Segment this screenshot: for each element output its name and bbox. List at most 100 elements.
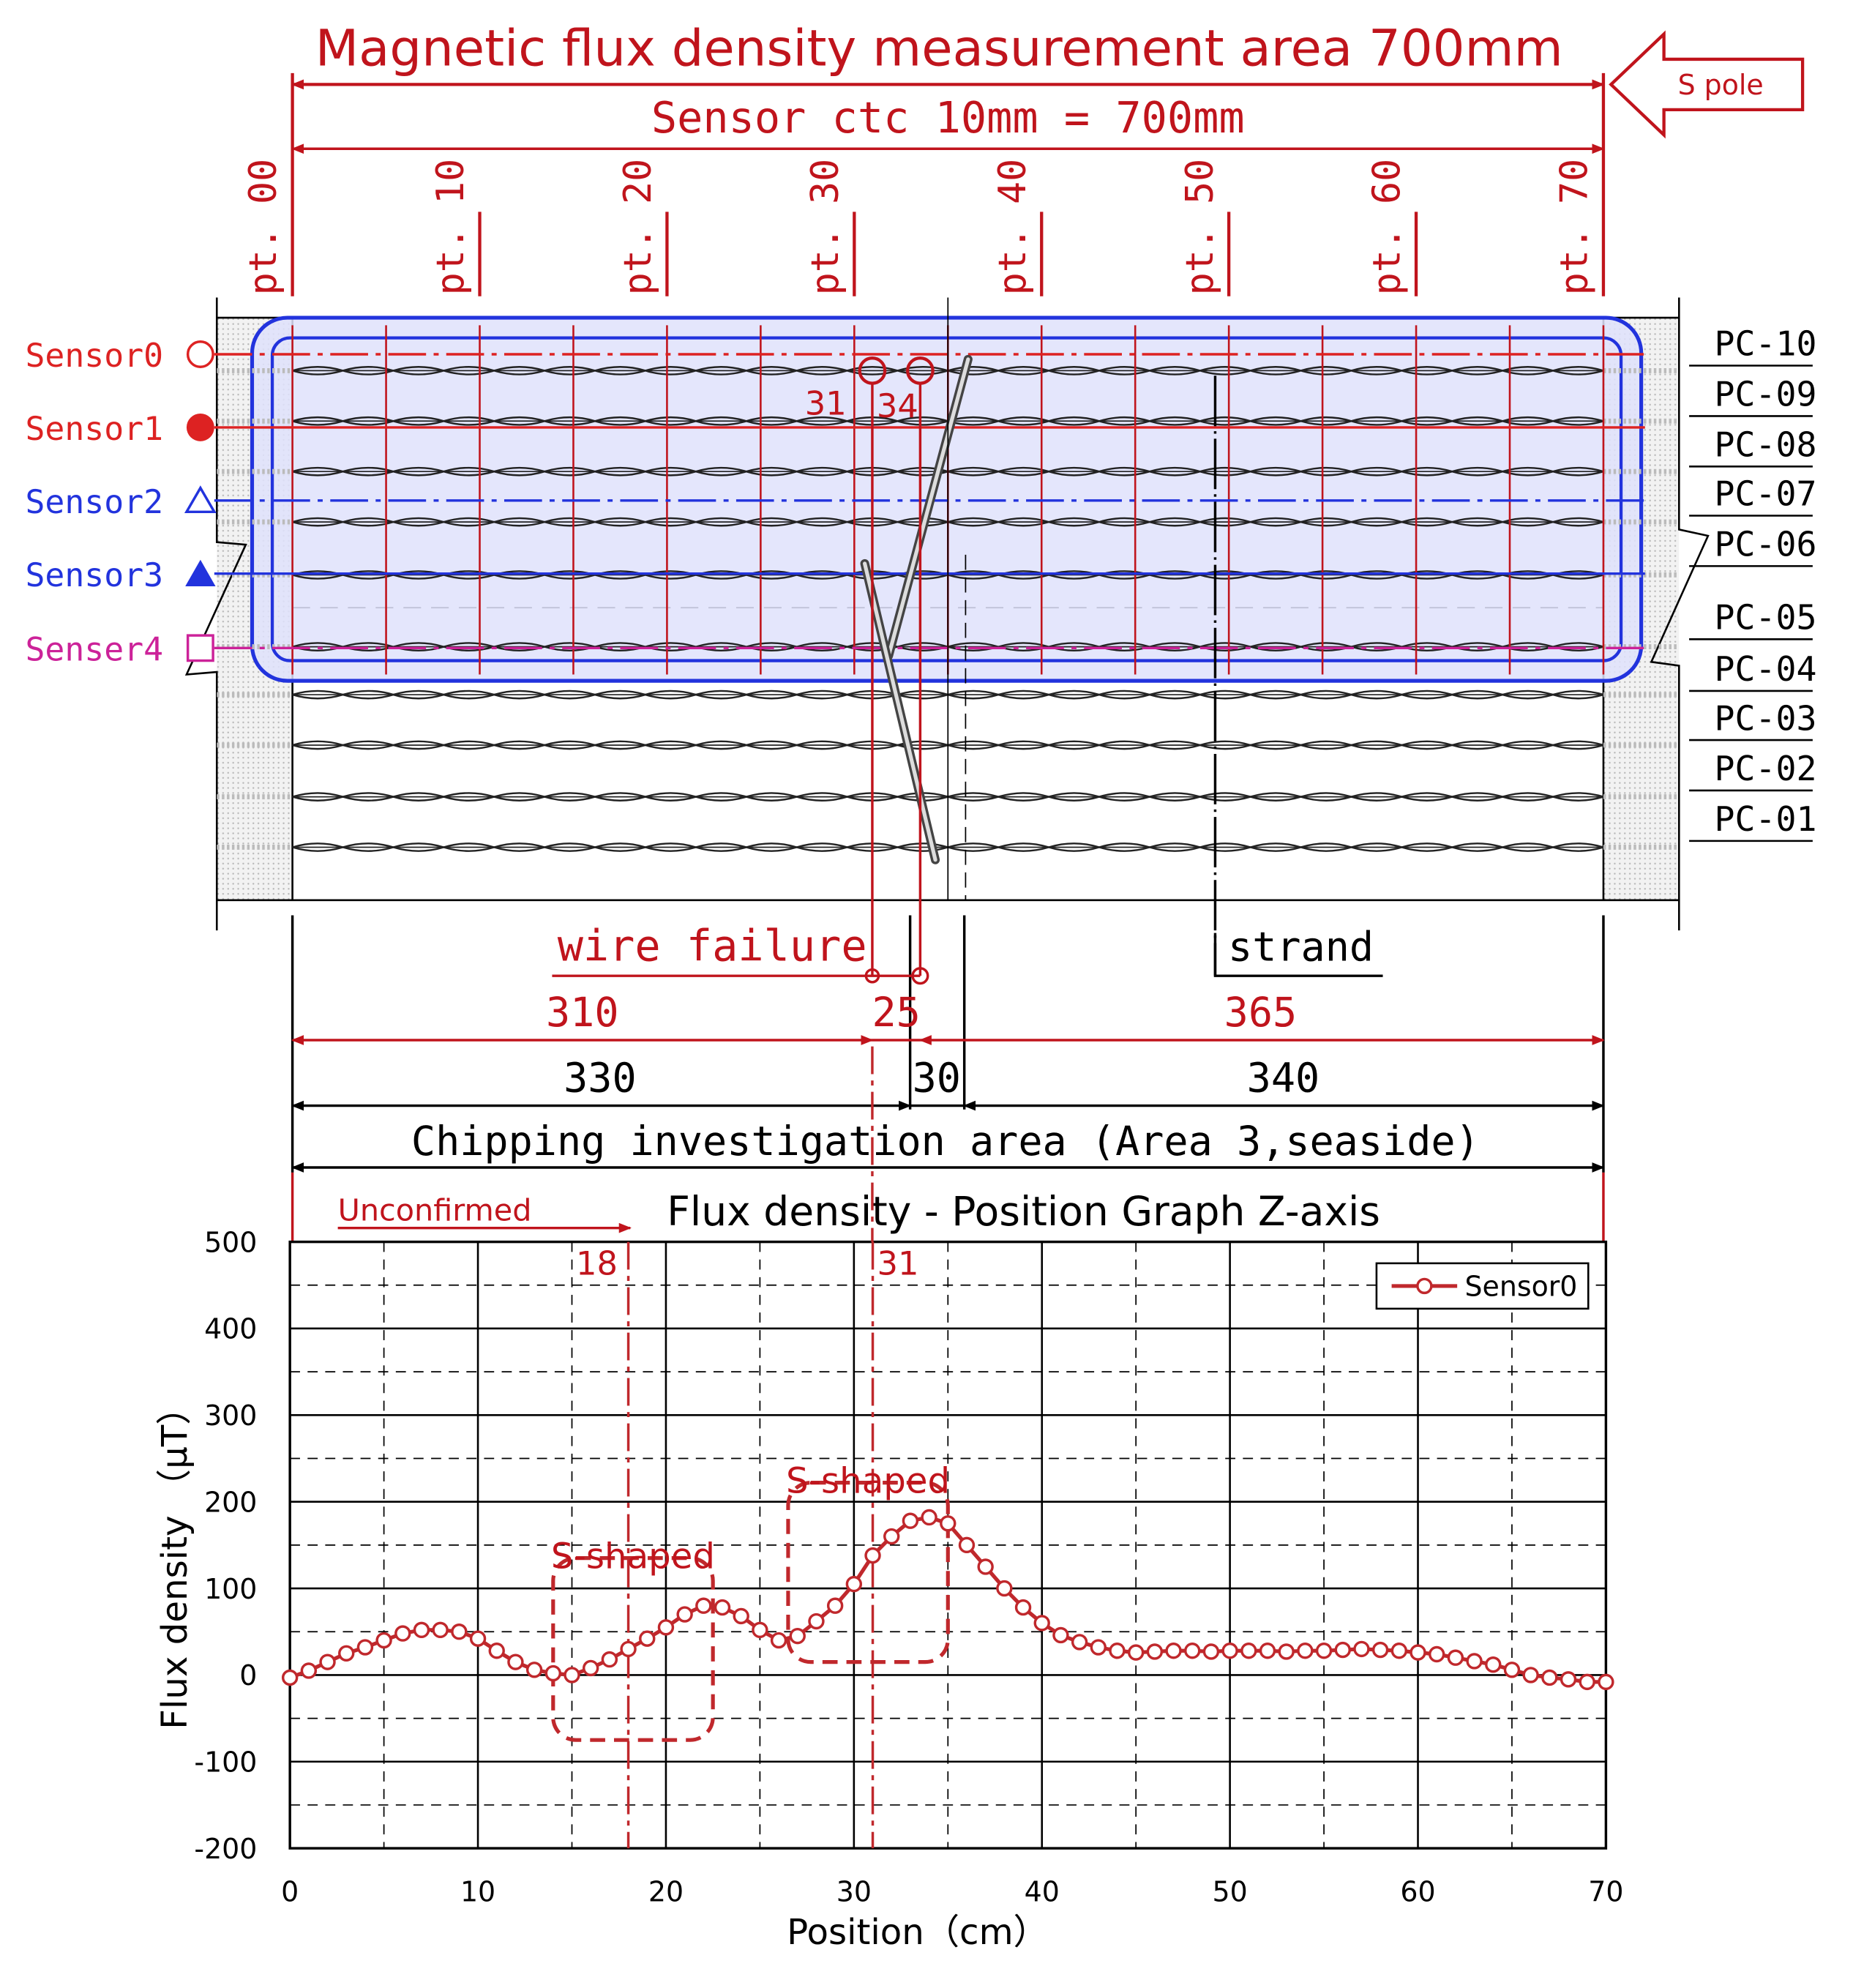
strand-label: PC-05: [1715, 598, 1817, 638]
data-point: [1598, 1673, 1614, 1691]
point-label: pt. 30: [804, 159, 847, 296]
strand-label: PC-08: [1715, 425, 1817, 465]
data-point: [413, 1621, 430, 1639]
data-point: [319, 1653, 336, 1670]
data-point: [507, 1653, 524, 1670]
chart-title: Flux density - Position Graph Z-axis: [667, 1188, 1380, 1235]
x-tick-label: 50: [1213, 1875, 1248, 1907]
strand-label: PC-04: [1715, 649, 1817, 689]
strand-label: PC-07: [1715, 474, 1817, 514]
data-point: [808, 1613, 825, 1630]
y-tick-label: 400: [204, 1313, 257, 1345]
sensor-symbol-icon: [185, 559, 216, 586]
data-point: [883, 1528, 900, 1545]
data-point: [1560, 1671, 1577, 1688]
data-point: [1052, 1626, 1069, 1644]
data-point: [940, 1515, 957, 1532]
data-point: [1109, 1643, 1126, 1659]
data-point: [1371, 1641, 1389, 1659]
x-tick-label: 0: [281, 1875, 299, 1907]
data-point: [1165, 1643, 1182, 1659]
sensor-symbol-icon: [186, 340, 214, 368]
data-point: [921, 1509, 937, 1526]
data-point: [714, 1599, 731, 1616]
data-point: [1278, 1643, 1295, 1660]
data-point: [1259, 1643, 1276, 1659]
data-point: [902, 1512, 919, 1529]
dim-340: 340: [1247, 1055, 1320, 1102]
data-point: [281, 1669, 299, 1686]
point-label: pt. 60: [1366, 159, 1410, 296]
data-point: [1184, 1643, 1201, 1659]
strand-label: PC-10: [1715, 324, 1817, 364]
x-tick-label: 10: [460, 1875, 495, 1907]
data-point: [996, 1580, 1013, 1597]
break-label-31: 31: [805, 384, 847, 423]
strand-labels: PC-10 PC-09 PC-08 PC-07 PC-06 PC-05 PC-04 PC-03…: [1689, 324, 1817, 842]
data-point: [525, 1662, 543, 1678]
y-tick-label: 100: [204, 1573, 257, 1605]
data-point: [1485, 1656, 1502, 1673]
data-point: [1541, 1669, 1558, 1686]
strand-label: PC-03: [1715, 698, 1817, 738]
data-point: [451, 1623, 468, 1640]
data-point: [1202, 1643, 1220, 1660]
plot-frame: [288, 1240, 1608, 1850]
data-point: [1240, 1643, 1257, 1659]
data-point: [977, 1558, 994, 1575]
data-point: [864, 1547, 881, 1564]
data-point: [639, 1630, 656, 1647]
data-point: [1522, 1667, 1539, 1684]
strand-label: strand: [1228, 924, 1374, 971]
s-shaped-label: S-shaped: [786, 1460, 950, 1501]
legend-marker-icon: [1416, 1277, 1433, 1295]
data-point: [1353, 1640, 1370, 1658]
x-axis-label: Position（cm）: [787, 1912, 1049, 1953]
data-point: [582, 1659, 599, 1677]
data-point: [1429, 1645, 1445, 1663]
sensor-label: Sensor3: [25, 556, 163, 594]
data-point: [432, 1621, 449, 1639]
data-point: [1447, 1649, 1464, 1666]
data-point: [1033, 1615, 1050, 1632]
sensor-symbol-icon: [184, 485, 217, 514]
data-point: [1410, 1644, 1426, 1661]
strand-label: PC-02: [1715, 749, 1817, 788]
data-point: [676, 1606, 693, 1623]
y-tick-label: 200: [204, 1486, 257, 1518]
y-tick-label: -100: [194, 1746, 257, 1779]
sensor-label: Sensor0: [25, 336, 163, 375]
data-point: [338, 1645, 355, 1662]
data-point: [657, 1619, 675, 1636]
data-point: [469, 1630, 487, 1647]
point-labels: pt. 00 pt. 10 pt. 20 pt. 30 pt. 40 pt. 50 pt. …: [242, 159, 1597, 296]
data-point: [958, 1536, 976, 1554]
dim-310: 310: [546, 989, 619, 1036]
data-point: [1014, 1599, 1032, 1616]
point-label: pt. 10: [429, 159, 473, 296]
data-point: [733, 1607, 749, 1625]
marker-label: 18: [576, 1244, 618, 1282]
broken-wire: [860, 354, 973, 864]
data-point: [1297, 1643, 1314, 1659]
data-point: [1390, 1643, 1408, 1659]
sensor-symbol-icon: [186, 413, 214, 441]
s-pole-label: S pole: [1678, 69, 1764, 101]
dim-25: 25: [872, 989, 920, 1036]
sensor-label: Sensor2: [25, 482, 163, 521]
s-pole-arrow-icon: [1609, 30, 1805, 139]
sensor-ctc-label: Sensor ctc 10mm = 700mm: [651, 93, 1245, 143]
data-point: [1127, 1644, 1145, 1661]
marker-label: 31: [877, 1244, 918, 1282]
chipping-label: Chipping investigation area (Area 3,seas…: [411, 1118, 1480, 1165]
dim-365: 365: [1224, 989, 1298, 1036]
y-tick-label: -200: [194, 1833, 257, 1865]
data-point: [375, 1632, 392, 1649]
data-point: [544, 1664, 562, 1682]
y-tick-label: 0: [239, 1659, 257, 1692]
s-shaped-label: S-shaped: [551, 1536, 715, 1577]
wire-failure-label: wire failure: [558, 922, 867, 971]
x-tick-label: 30: [836, 1875, 872, 1907]
x-tick-label: 20: [648, 1875, 684, 1907]
